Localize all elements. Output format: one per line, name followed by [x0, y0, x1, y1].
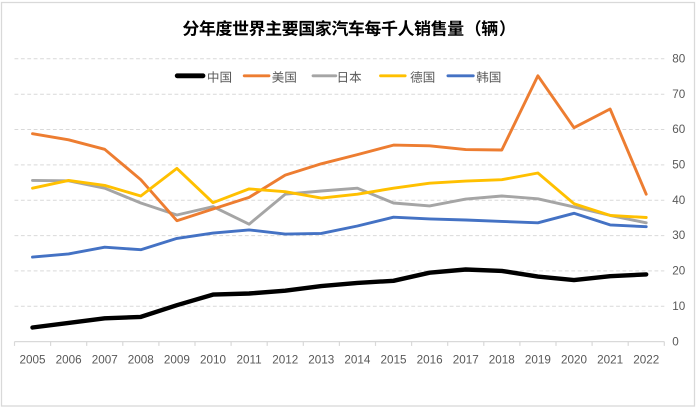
svg-text:2009: 2009: [164, 353, 190, 366]
svg-text:2010: 2010: [200, 353, 227, 366]
svg-text:2021: 2021: [597, 353, 623, 366]
svg-text:2005: 2005: [19, 353, 46, 366]
svg-text:2015: 2015: [380, 353, 407, 366]
svg-text:2019: 2019: [525, 353, 551, 366]
svg-text:10: 10: [672, 300, 686, 313]
svg-text:2022: 2022: [633, 353, 659, 366]
svg-text:2011: 2011: [237, 353, 262, 366]
svg-text:2012: 2012: [272, 353, 298, 366]
svg-text:2017: 2017: [453, 353, 479, 366]
svg-text:20: 20: [672, 265, 686, 278]
svg-text:2013: 2013: [308, 353, 334, 366]
svg-text:80: 80: [672, 53, 686, 66]
svg-text:40: 40: [672, 194, 686, 207]
svg-text:50: 50: [672, 159, 686, 172]
svg-text:0: 0: [672, 335, 679, 348]
svg-text:2016: 2016: [417, 353, 443, 366]
svg-text:2008: 2008: [128, 353, 154, 366]
svg-text:30: 30: [672, 229, 686, 242]
svg-text:70: 70: [672, 88, 686, 101]
svg-text:2006: 2006: [56, 353, 82, 366]
svg-text:2020: 2020: [561, 353, 588, 366]
svg-text:2014: 2014: [344, 353, 371, 366]
svg-text:2007: 2007: [92, 353, 118, 366]
svg-text:60: 60: [672, 123, 686, 136]
svg-text:2018: 2018: [489, 353, 515, 366]
